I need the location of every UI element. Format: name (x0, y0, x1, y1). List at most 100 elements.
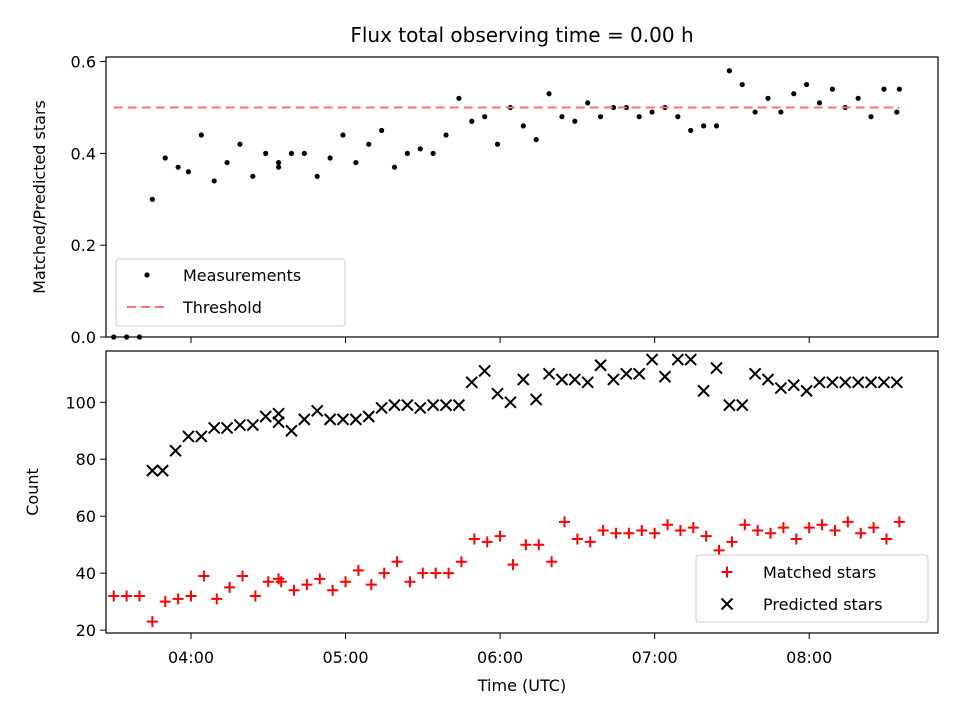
count-y-axis-label: Count (23, 468, 42, 516)
legend-matched-label: Matched stars (763, 563, 876, 582)
measurement-point (275, 159, 282, 166)
predicted-star-point (146, 464, 159, 477)
predicted-star-point (491, 387, 504, 400)
predicted-star-point (220, 421, 234, 435)
predicted-star-point (864, 376, 878, 389)
matched-star-point (340, 576, 352, 588)
predicted-star-point (787, 378, 800, 392)
measurement-point (327, 155, 333, 161)
predicted-star-point (182, 430, 195, 443)
legend-matched-marker (721, 566, 733, 578)
predicted-star-point (761, 373, 775, 386)
matched-star-point (571, 533, 583, 545)
count-y-tick-label: 20 (76, 621, 96, 640)
matched-star-point (481, 536, 493, 548)
measurement-point (314, 173, 320, 179)
matched-star-point (133, 590, 145, 602)
predicted-star-point (813, 376, 826, 389)
predicted-star-point (568, 373, 582, 386)
measurement-point (211, 178, 217, 184)
predicted-star-point (362, 410, 375, 423)
matched-star-point (404, 576, 416, 588)
matched-star-point (842, 516, 854, 528)
measurement-point (443, 132, 449, 138)
legend-predicted-marker (720, 597, 734, 611)
predicted-star-point (851, 376, 865, 389)
predicted-star-point (169, 444, 182, 457)
predicted-star-point (504, 396, 517, 409)
predicted-star-point (207, 421, 221, 435)
matched-star-point (597, 524, 609, 536)
x-axis-label: Time (UTC) (477, 676, 566, 695)
measurement-point (597, 114, 604, 120)
matched-star-point (198, 570, 210, 582)
predicted-star-point (658, 370, 672, 383)
predicted-star-point (285, 424, 298, 437)
predicted-star-point (774, 381, 788, 395)
measurement-point (175, 164, 181, 170)
matched-star-point (121, 590, 133, 602)
matched-star-point (713, 544, 725, 556)
count-y-tick-label: 100 (65, 393, 96, 412)
matched-star-point (224, 581, 236, 593)
predicted-star-point (645, 353, 659, 366)
matched-star-point (288, 584, 300, 596)
measurement-point (149, 196, 155, 202)
matched-star-point (649, 527, 661, 539)
predicted-star-point (555, 373, 569, 386)
predicted-star-point (632, 367, 646, 380)
matched-star-point (880, 533, 892, 545)
measurement-point (469, 118, 475, 124)
matched-star-point (855, 527, 867, 539)
predicted-star-point (323, 413, 337, 426)
count-axes: 20 40 60 80 100 04:00 05:00 06:00 07:00 08:00 (65, 350, 939, 667)
predicted-star-point (259, 410, 272, 423)
predicted-star-point (736, 398, 749, 412)
ratio-frame (105, 56, 939, 338)
predicted-star-point (478, 364, 491, 378)
matched-star-point (700, 530, 712, 542)
measurement-point (675, 114, 681, 120)
count-y-tick-label: 80 (76, 450, 96, 469)
matched-star-point (790, 533, 802, 545)
matched-star-point (662, 519, 674, 531)
matched-star-point (468, 533, 480, 545)
ratio-panel: 0.0 0.2 0.4 0.6 Matched/Predicted stars Mea… (30, 53, 939, 347)
matched-star-point (623, 527, 635, 539)
measurement-point (881, 86, 887, 92)
predicted-star-point (336, 413, 350, 426)
matched-star-point (494, 530, 506, 542)
x-tick-label: 06:00 (477, 648, 523, 667)
matched-star-point (108, 590, 120, 602)
predicted-star-point (542, 367, 556, 380)
measurement-point (816, 100, 823, 106)
ratio-y-tick-label: 0.4 (71, 144, 96, 163)
measurement-point (726, 68, 732, 74)
legend-threshold-label: Threshold (182, 298, 262, 317)
matched-star-point (172, 593, 184, 605)
predicted-star-point (298, 413, 311, 426)
matched-star-point (559, 516, 571, 528)
predicted-star-point (246, 418, 260, 432)
matched-star-point (365, 579, 377, 591)
measurement-point (713, 123, 720, 129)
matched-star-point (314, 573, 326, 585)
measurement-point (162, 155, 168, 161)
predicted-star-point (439, 398, 453, 412)
legend-predicted-label: Predicted stars (763, 595, 883, 614)
ratio-legend: Measurements Threshold (115, 258, 346, 327)
predicted-star-point (839, 376, 852, 389)
measurement-point (520, 123, 526, 129)
matched-star-point (816, 519, 828, 531)
measurement-point (250, 173, 256, 179)
predicted-star-point (607, 373, 620, 386)
measurement-point (791, 91, 797, 97)
count-legend-box (695, 554, 929, 623)
matched-star-point (211, 593, 223, 605)
measurement-point (263, 150, 269, 156)
measurement-point (340, 132, 346, 138)
matched-star-point (546, 556, 558, 568)
matched-star-point (893, 516, 905, 528)
measurement-point (482, 114, 488, 120)
measurement-point (237, 141, 243, 147)
